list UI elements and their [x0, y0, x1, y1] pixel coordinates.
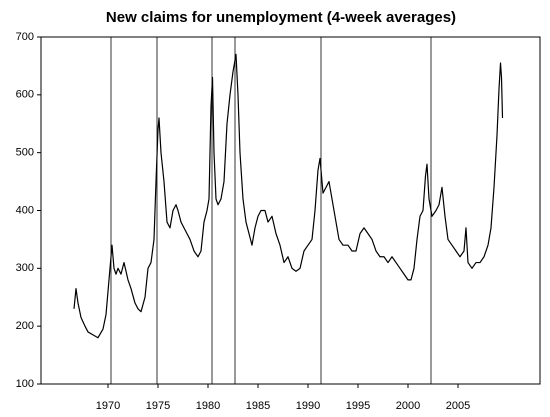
y-tick-label: 600	[16, 89, 34, 101]
x-tick-label: 1995	[346, 400, 370, 412]
x-tick-label: 1990	[296, 400, 320, 412]
x-tick-label: 1970	[96, 400, 120, 412]
y-tick-label: 500	[16, 147, 34, 159]
y-tick-label: 400	[16, 204, 34, 216]
y-tick-label: 700	[16, 31, 34, 43]
plot-frame	[40, 36, 541, 385]
series-line	[73, 53, 504, 339]
y-tick-label: 300	[16, 262, 34, 274]
chart-title: New claims for unemployment (4-week aver…	[106, 9, 456, 26]
x-tick-label: 2005	[446, 400, 470, 412]
y-tick-label: 200	[16, 320, 34, 332]
y-tick-label: 100	[16, 378, 34, 390]
x-tick-label: 1975	[146, 400, 170, 412]
x-tick-label: 1980	[196, 400, 220, 412]
x-tick-label: 1985	[246, 400, 270, 412]
x-tick-label: 2000	[396, 400, 420, 412]
